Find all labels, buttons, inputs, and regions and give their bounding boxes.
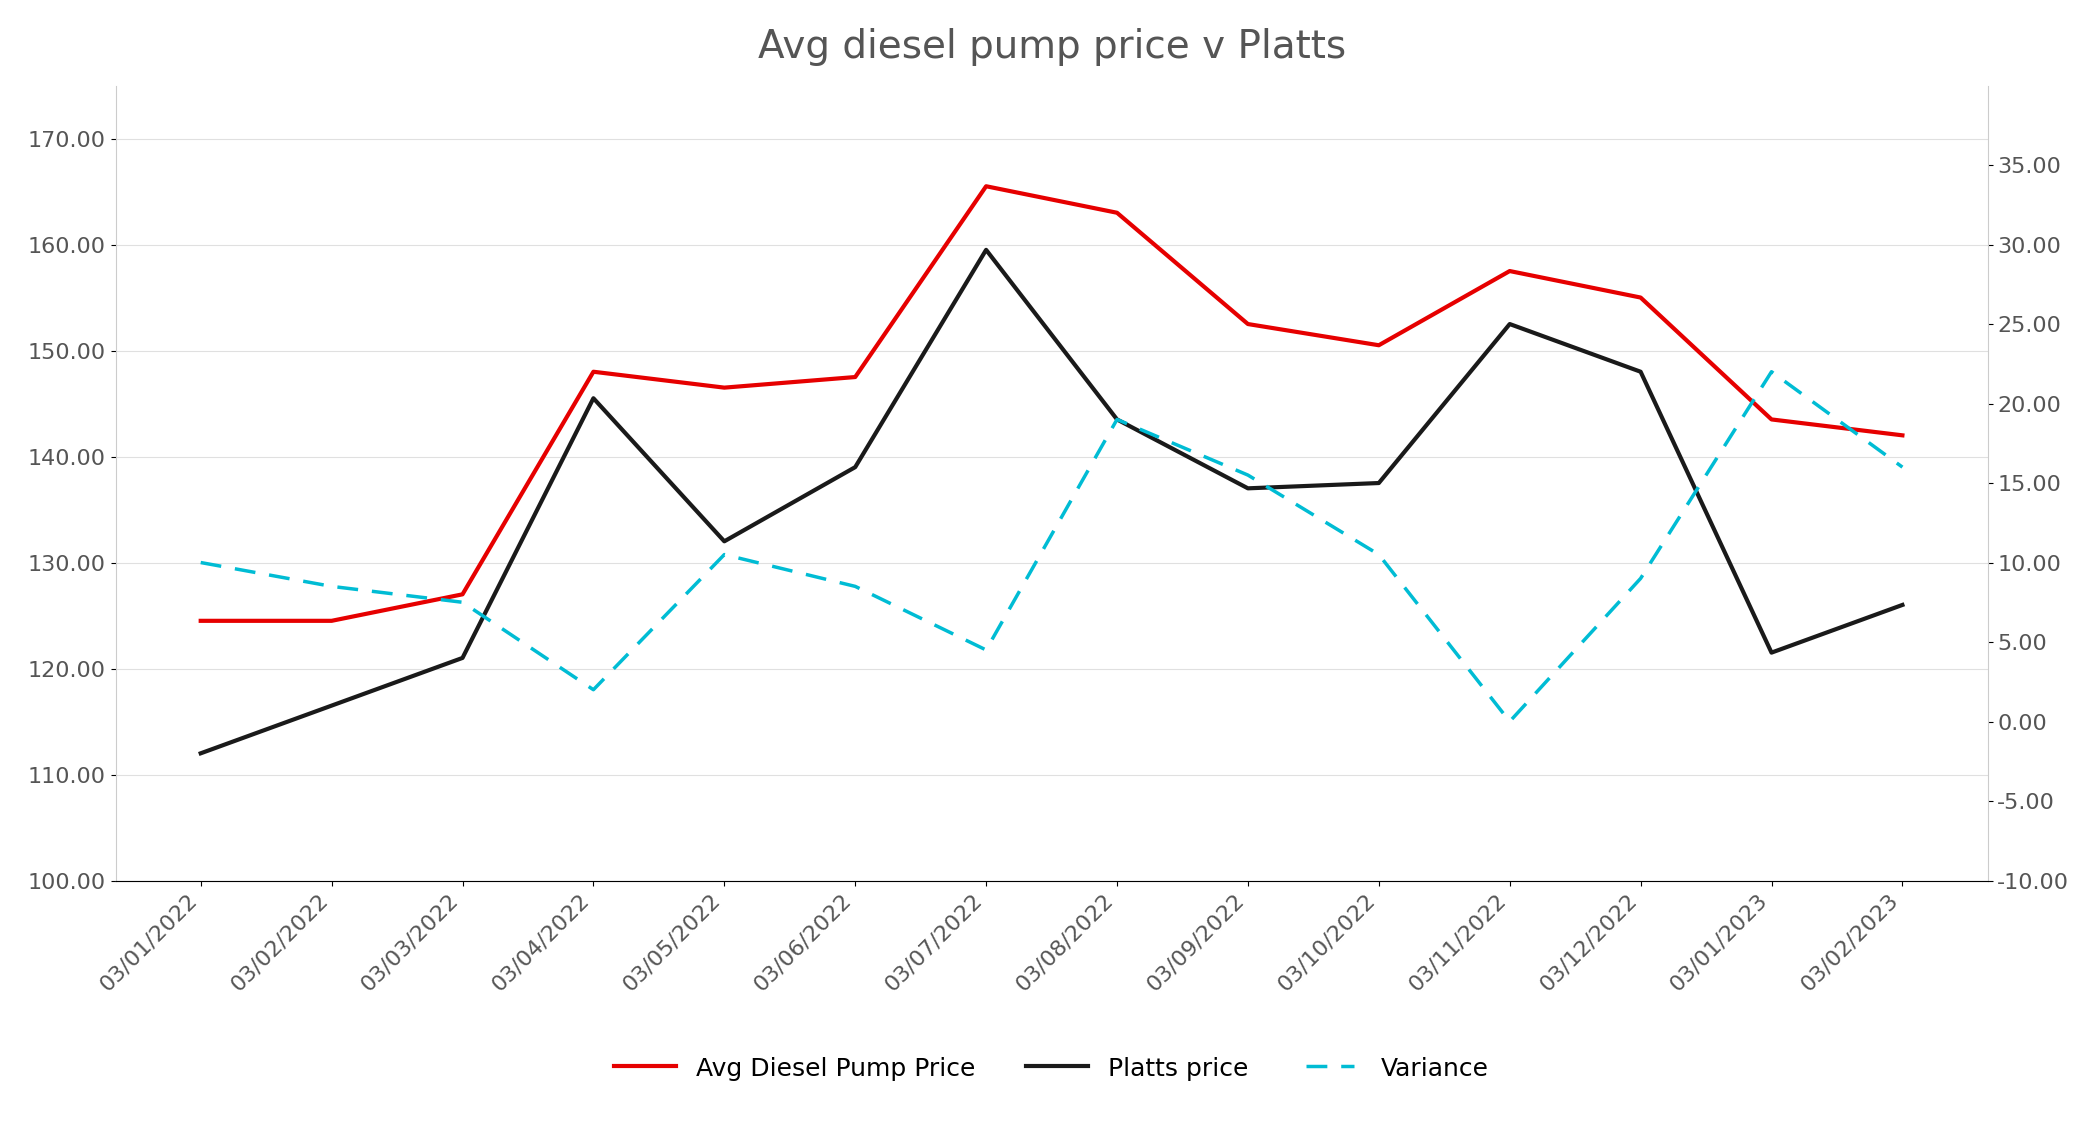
Platts price bbox=[1759, 645, 1785, 659]
Platts price bbox=[1889, 598, 1915, 612]
Avg Diesel Pump Price bbox=[1105, 206, 1130, 219]
Platts price bbox=[1367, 476, 1392, 490]
Avg Diesel Pump Price bbox=[1627, 291, 1652, 305]
Platts price bbox=[843, 460, 868, 474]
Platts price bbox=[1497, 317, 1522, 331]
Avg Diesel Pump Price bbox=[973, 179, 998, 193]
Avg Diesel Pump Price bbox=[1497, 264, 1522, 278]
Avg Diesel Pump Price bbox=[581, 365, 606, 379]
Avg Diesel Pump Price bbox=[319, 614, 344, 628]
Platts price bbox=[319, 699, 344, 713]
Platts price bbox=[711, 534, 736, 548]
Avg Diesel Pump Price bbox=[189, 614, 214, 628]
Variance bbox=[1235, 468, 1260, 482]
Variance bbox=[1627, 572, 1652, 586]
Avg Diesel Pump Price bbox=[451, 587, 476, 601]
Line: Variance: Variance bbox=[201, 372, 1902, 722]
Line: Avg Diesel Pump Price: Avg Diesel Pump Price bbox=[201, 186, 1902, 621]
Variance bbox=[581, 683, 606, 697]
Avg Diesel Pump Price bbox=[1759, 412, 1785, 426]
Variance bbox=[319, 579, 344, 593]
Variance bbox=[973, 643, 998, 657]
Variance bbox=[843, 579, 868, 593]
Platts price bbox=[973, 243, 998, 257]
Variance bbox=[711, 548, 736, 562]
Avg Diesel Pump Price bbox=[1235, 317, 1260, 331]
Platts price bbox=[1627, 365, 1652, 379]
Variance bbox=[1367, 548, 1392, 562]
Line: Platts price: Platts price bbox=[201, 250, 1902, 754]
Variance bbox=[1497, 715, 1522, 729]
Avg Diesel Pump Price bbox=[1367, 338, 1392, 352]
Variance bbox=[189, 556, 214, 570]
Avg Diesel Pump Price bbox=[1889, 428, 1915, 442]
Platts price bbox=[189, 747, 214, 761]
Platts price bbox=[451, 651, 476, 665]
Variance bbox=[1889, 460, 1915, 474]
Variance bbox=[1759, 365, 1785, 379]
Legend: Avg Diesel Pump Price, Platts price, Variance: Avg Diesel Pump Price, Platts price, Var… bbox=[604, 1046, 1499, 1091]
Platts price bbox=[581, 392, 606, 405]
Avg Diesel Pump Price bbox=[843, 370, 868, 384]
Variance bbox=[1105, 412, 1130, 426]
Variance bbox=[451, 595, 476, 609]
Platts price bbox=[1235, 482, 1260, 496]
Title: Avg diesel pump price v Platts: Avg diesel pump price v Platts bbox=[757, 27, 1346, 66]
Platts price bbox=[1105, 412, 1130, 426]
Avg Diesel Pump Price bbox=[711, 380, 736, 394]
